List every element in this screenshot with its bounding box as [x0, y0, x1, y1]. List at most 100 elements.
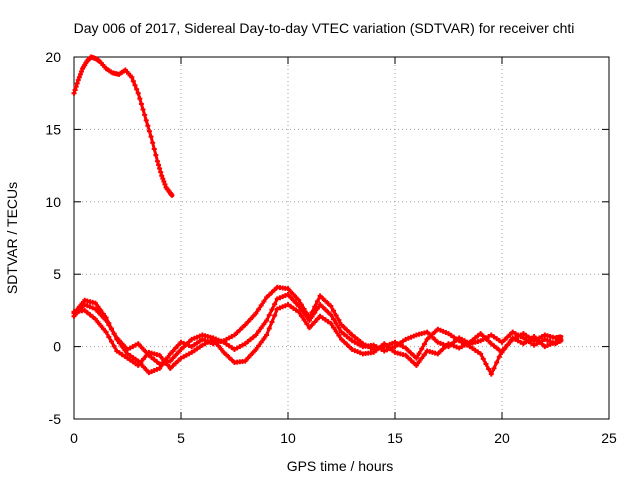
data-point-2-21	[301, 310, 307, 316]
data-point-3-44	[550, 340, 556, 346]
x-axis-label: GPS time / hours	[287, 458, 394, 474]
data-point-3-1	[82, 307, 88, 313]
x-tick-label-0: 0	[70, 430, 78, 446]
data-point-2-31	[405, 335, 411, 341]
data-point-2-5	[130, 344, 136, 350]
data-point-2-24	[330, 316, 336, 322]
data-point-3-29	[389, 347, 395, 353]
data-point-3-29	[384, 343, 390, 349]
data-point-1-6	[141, 364, 147, 370]
data-point-0-1	[75, 77, 81, 83]
x-tick-label-1: 5	[177, 430, 185, 446]
data-point-2-22	[314, 306, 320, 312]
data-point-1-14	[223, 336, 229, 342]
data-point-3-19	[280, 304, 286, 310]
data-point-3-40	[504, 342, 510, 348]
plot-border	[73, 56, 610, 420]
data-point-0-11	[129, 74, 135, 80]
data-point-2-36	[459, 336, 465, 342]
data-point-3-12	[207, 338, 213, 344]
data-point-3-26	[357, 350, 363, 356]
data-point-2-16	[242, 341, 248, 347]
data-point-2-15	[237, 344, 243, 350]
data-point-3-9	[170, 363, 176, 369]
data-point-3-39	[494, 345, 500, 351]
data-point-1-43	[539, 333, 545, 339]
x-tick-label-2: 10	[280, 430, 296, 446]
data-point-3-13	[218, 346, 224, 352]
data-point-3-26	[352, 348, 358, 354]
data-point-3-43	[539, 341, 545, 347]
data-point-3-37	[470, 337, 476, 343]
data-point-3-28	[373, 347, 379, 353]
data-point-1-2	[95, 304, 101, 310]
data-point-3-23	[325, 319, 331, 325]
data-point-1-43	[531, 338, 537, 344]
data-point-3-20	[288, 303, 294, 309]
data-point-0-16	[159, 173, 165, 179]
data-point-1-15	[232, 332, 237, 338]
data-point-3-11	[191, 348, 197, 354]
data-point-2-1	[90, 305, 96, 311]
data-point-1-23	[320, 295, 326, 301]
data-point-2-5	[125, 346, 130, 352]
data-point-0-1	[78, 68, 84, 74]
grid-lines	[74, 57, 609, 419]
data-point-2-9	[173, 352, 179, 358]
data-point-0-18	[169, 192, 175, 198]
data-point-2-40	[504, 334, 510, 340]
data-point-2-43	[534, 341, 540, 347]
data-point-2-34	[437, 340, 443, 346]
data-point-3-11	[194, 346, 200, 352]
data-point-2-3	[108, 326, 114, 332]
data-point-1-17	[258, 302, 264, 308]
data-point-3-42	[520, 341, 526, 347]
data-point-1-18	[266, 292, 272, 298]
data-point-0-12	[137, 96, 143, 102]
data-point-2-17	[253, 332, 259, 338]
data-point-1-15	[237, 327, 243, 333]
data-point-3-37	[472, 335, 478, 341]
data-point-1-15	[240, 324, 246, 330]
data-point-2-18	[266, 312, 272, 318]
data-point-1-25	[347, 329, 353, 335]
data-point-2-25	[347, 336, 353, 342]
data-point-0-14	[151, 146, 157, 152]
data-point-3-3	[106, 334, 112, 340]
data-point-0-0	[73, 84, 79, 90]
data-point-2-30	[395, 342, 401, 348]
data-point-2-36	[456, 335, 462, 341]
data-point-2-21	[304, 314, 310, 320]
data-point-2-1	[82, 302, 88, 308]
data-point-3-38	[486, 338, 492, 344]
data-point-2-39	[491, 334, 497, 340]
data-point-3-36	[456, 345, 462, 351]
data-point-1-17	[253, 310, 259, 316]
data-point-1-20	[290, 291, 296, 297]
data-point-1-34	[443, 329, 449, 335]
data-point-3-14	[226, 354, 232, 360]
data-point-3-35	[451, 343, 457, 349]
data-point-3-1	[90, 314, 96, 320]
data-point-3-31	[403, 352, 409, 358]
data-point-2-23	[325, 309, 331, 315]
data-point-3-21	[301, 317, 307, 323]
data-point-2-19	[277, 295, 283, 301]
data-point-3-5	[125, 355, 130, 361]
data-point-2-9	[175, 349, 181, 355]
data-point-1-35	[451, 334, 457, 340]
data-point-3-20	[293, 307, 299, 313]
data-point-3-22	[306, 325, 312, 331]
data-point-1-16	[248, 316, 254, 322]
data-point-3-2	[92, 316, 98, 322]
data-point-3-32	[421, 352, 427, 358]
data-point-3-29	[381, 341, 387, 347]
data-point-2-4	[114, 335, 120, 341]
data-point-1-29	[389, 340, 395, 346]
data-point-2-40	[502, 337, 508, 343]
data-point-3-10	[178, 355, 184, 361]
data-point-2-9	[170, 355, 176, 361]
data-point-2-1	[84, 303, 90, 309]
data-point-0-14	[148, 134, 154, 140]
data-point-0-1	[76, 74, 82, 80]
